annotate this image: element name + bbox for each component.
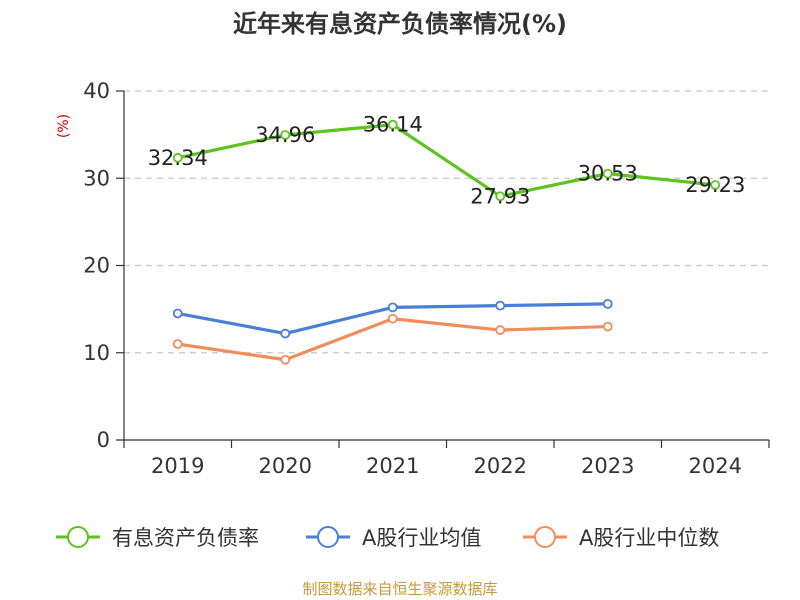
legend-label: A股行业均值 bbox=[362, 526, 481, 550]
data-point bbox=[602, 321, 613, 332]
legend-item-2: A股行业中位数 bbox=[523, 526, 719, 550]
data-point bbox=[495, 191, 506, 202]
data-point bbox=[387, 302, 398, 313]
legend-swatch-marker bbox=[317, 526, 339, 548]
y-tick-label: 20 bbox=[83, 254, 110, 278]
data-label: 36.14 bbox=[363, 113, 423, 137]
axes: 0 10 20 30 40 2019 2020 2021 2022 2023 2024 bbox=[83, 79, 770, 478]
legend-swatch-marker bbox=[67, 526, 89, 548]
x-tick-label: 2019 bbox=[151, 454, 204, 478]
x-tick-label: 2023 bbox=[581, 454, 634, 478]
y-tick-label: 40 bbox=[83, 79, 110, 103]
data-point bbox=[495, 300, 506, 311]
data-point bbox=[710, 180, 721, 190]
data-point bbox=[172, 339, 183, 349]
legend: 有息资产负债率 A股行业均值 A股行业中位数 bbox=[56, 526, 719, 550]
x-tick-label: 2021 bbox=[366, 454, 419, 478]
legend-swatch-marker bbox=[534, 526, 556, 548]
x-tick-label: 2020 bbox=[259, 454, 312, 478]
data-point bbox=[172, 152, 183, 163]
data-label: 30.53 bbox=[578, 162, 638, 186]
legend-label: 有息资产负债率 bbox=[112, 526, 259, 550]
data-point bbox=[280, 130, 291, 140]
data-label: 32.34 bbox=[148, 146, 208, 170]
legend-item-0: 有息资产负债率 bbox=[56, 526, 259, 550]
data-point bbox=[602, 298, 613, 309]
y-axis-label: (%) bbox=[56, 114, 72, 138]
data-point bbox=[387, 313, 398, 324]
data-point bbox=[495, 325, 506, 335]
data-point bbox=[387, 119, 398, 130]
gridlines bbox=[124, 90, 769, 354]
x-tick-label: 2022 bbox=[474, 454, 527, 478]
data-point bbox=[280, 328, 291, 339]
data-label: 29.23 bbox=[685, 173, 745, 197]
y-tick-label: 30 bbox=[83, 166, 110, 190]
y-tick-label: 10 bbox=[83, 341, 110, 365]
source-note: 制图数据来自恒生聚源数据库 bbox=[302, 580, 497, 598]
data-labels: 32.34 34.96 36.14 27.93 30.53 29.23 bbox=[148, 113, 746, 209]
legend-label: A股行业中位数 bbox=[579, 526, 719, 550]
series-layer bbox=[172, 119, 721, 365]
data-label: 34.96 bbox=[255, 123, 315, 147]
data-point bbox=[602, 168, 613, 179]
chart-title: 近年来有息资产负债率情况(%) bbox=[233, 10, 567, 38]
series-line-0 bbox=[177, 123, 716, 198]
y-tick-label: 0 bbox=[97, 428, 110, 452]
x-tick-label: 2024 bbox=[689, 454, 742, 478]
legend-item-1: A股行业均值 bbox=[306, 526, 481, 550]
data-label: 27.93 bbox=[470, 184, 530, 208]
data-point bbox=[172, 308, 183, 319]
data-point bbox=[280, 354, 291, 365]
